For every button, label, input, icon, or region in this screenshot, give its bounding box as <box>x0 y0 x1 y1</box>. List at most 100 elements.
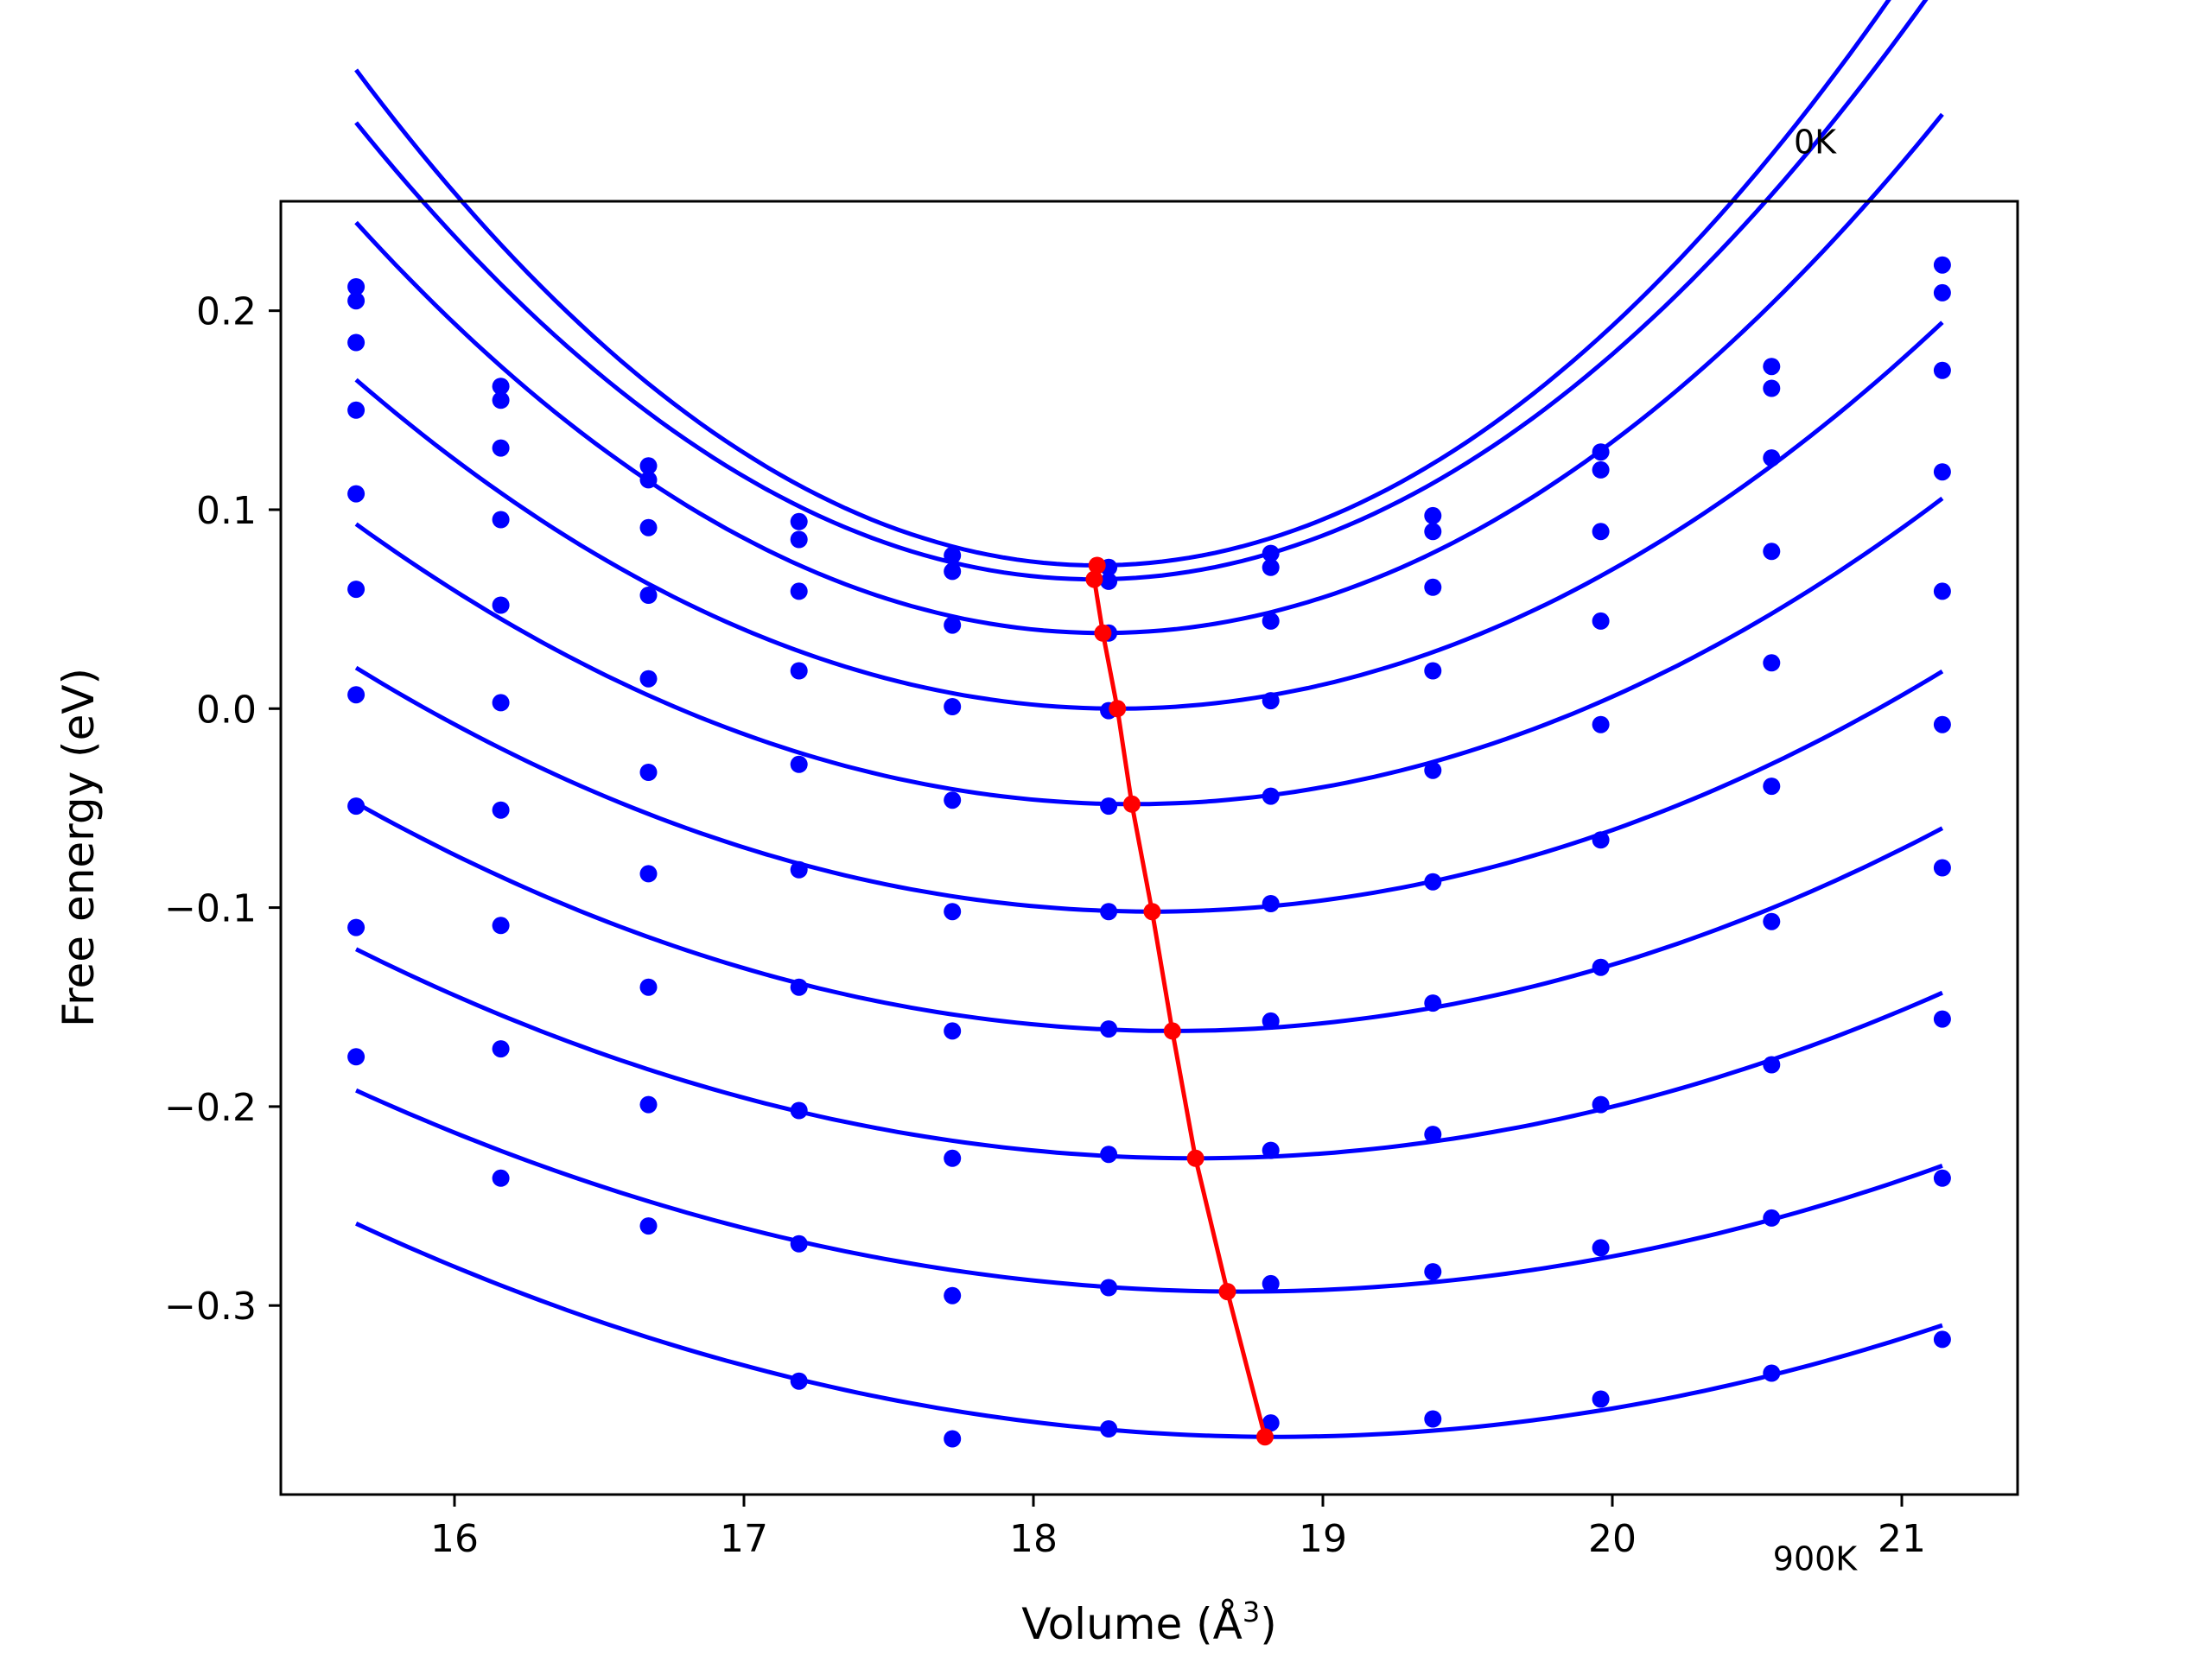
data-point <box>1262 1141 1280 1159</box>
data-point <box>492 439 510 457</box>
data-point <box>790 582 808 600</box>
data-point <box>492 378 510 396</box>
x-axis-ticks: 16 17 18 19 20 21 <box>430 1495 1926 1561</box>
data-point <box>790 978 808 996</box>
data-point <box>1933 1010 1951 1028</box>
data-point <box>1262 895 1280 912</box>
data-point <box>1424 1410 1442 1428</box>
data-point <box>347 292 365 310</box>
data-point <box>1424 761 1442 779</box>
data-point <box>1592 443 1610 461</box>
data-point <box>639 978 658 996</box>
minimum-point <box>1088 556 1106 574</box>
data-point <box>1592 1390 1610 1408</box>
minimum-point <box>1218 1283 1236 1301</box>
data-point <box>1100 1279 1118 1297</box>
y-tick-label: −0.2 <box>164 1086 257 1130</box>
fit-curve-9 <box>355 1088 1943 1294</box>
data-point <box>639 670 658 688</box>
data-point <box>790 662 808 680</box>
data-point <box>1763 358 1781 376</box>
y-tick-label: 0.2 <box>196 290 257 334</box>
data-point <box>1424 662 1442 680</box>
data-point <box>1763 379 1781 397</box>
data-point <box>944 791 962 809</box>
data-point <box>790 755 808 773</box>
minimum-point <box>1122 795 1141 813</box>
data-point <box>492 391 510 409</box>
data-point <box>790 1372 808 1390</box>
data-point <box>1763 543 1781 561</box>
data-point <box>790 1235 808 1253</box>
data-point <box>639 471 658 489</box>
data-point <box>1933 582 1951 600</box>
data-points <box>347 256 1951 1448</box>
data-point <box>1763 1209 1781 1227</box>
data-point <box>1100 1020 1118 1038</box>
data-point <box>790 530 808 549</box>
data-point <box>347 278 365 295</box>
fit-curve-5 <box>354 496 1944 807</box>
data-point <box>347 686 365 704</box>
data-point <box>1262 692 1280 710</box>
x-tick-label: 16 <box>430 1517 479 1561</box>
data-point <box>1100 797 1118 816</box>
data-point <box>639 1095 658 1114</box>
data-point <box>1763 1364 1781 1382</box>
minimum-point <box>1143 903 1161 921</box>
data-point <box>944 1149 962 1167</box>
fit-curve-8 <box>354 947 1943 1161</box>
data-point <box>1933 256 1951 274</box>
fit-curve-2 <box>354 0 1929 582</box>
data-point <box>944 698 962 715</box>
data-point <box>347 918 365 936</box>
x-tick-label: 17 <box>720 1517 768 1561</box>
data-point <box>347 797 365 816</box>
minimum-point <box>1109 700 1127 718</box>
data-point <box>1933 283 1951 301</box>
data-point <box>1262 612 1280 630</box>
data-point <box>1592 715 1610 733</box>
data-point <box>492 694 510 712</box>
minimum-point <box>1186 1149 1205 1167</box>
data-point <box>639 865 658 883</box>
data-point <box>1262 787 1280 805</box>
data-point <box>1592 1095 1610 1114</box>
x-tick-label: 18 <box>1009 1517 1058 1561</box>
minimum-point <box>1256 1428 1274 1446</box>
data-point <box>1100 1146 1118 1164</box>
plot-frame <box>279 200 2019 1496</box>
data-point <box>639 457 658 475</box>
data-point <box>347 485 365 503</box>
data-point <box>492 801 510 819</box>
data-point <box>1424 506 1442 524</box>
x-tick-label: 21 <box>1878 1517 1926 1561</box>
data-point <box>492 1169 510 1187</box>
y-tick-label: 0.1 <box>196 489 257 533</box>
data-point <box>492 1040 510 1058</box>
data-point <box>944 1286 962 1304</box>
data-point <box>639 764 658 781</box>
y-axis-label: Free energy (eV) <box>54 668 104 1027</box>
data-point <box>944 1430 962 1448</box>
minimum-point <box>1163 1022 1181 1040</box>
data-point <box>1262 1274 1280 1292</box>
data-point <box>1424 873 1442 891</box>
data-point <box>1262 1414 1280 1432</box>
data-point <box>1424 1263 1442 1281</box>
data-point <box>1424 578 1442 596</box>
x-tick-label: 20 <box>1588 1517 1637 1561</box>
y-tick-label: −0.3 <box>164 1285 257 1329</box>
data-point <box>1763 778 1781 796</box>
fit-curve-1 <box>354 0 1891 568</box>
data-point <box>347 1048 365 1066</box>
x-axis-label: Volume (Å3) <box>1021 1596 1276 1649</box>
data-point <box>1592 523 1610 541</box>
data-point <box>944 1022 962 1040</box>
data-point <box>1100 572 1118 590</box>
data-point <box>1424 1126 1442 1144</box>
temperature-annotation: 900K <box>1773 1540 1859 1578</box>
data-point <box>1424 994 1442 1012</box>
data-point <box>1592 831 1610 849</box>
minimum-path-line <box>1091 564 1268 1438</box>
